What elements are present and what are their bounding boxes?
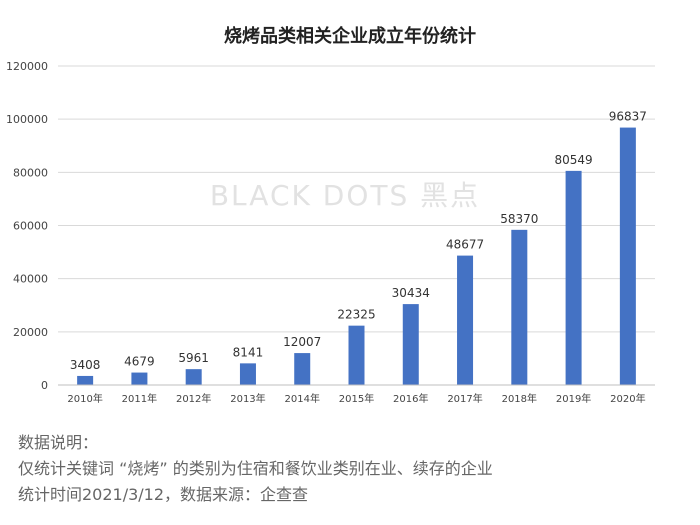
bar xyxy=(565,170,582,385)
data-label: 3408 xyxy=(70,358,101,372)
bar xyxy=(239,363,256,385)
x-tick-label: 2018年 xyxy=(502,392,537,405)
y-tick-label: 0 xyxy=(41,379,48,392)
data-label: 4679 xyxy=(124,355,155,369)
data-label: 96837 xyxy=(609,110,647,124)
data-notes: 数据说明： 仅统计关键词 “烧烤” 的类别为住宿和餐饮业类别在业、续存的企业 统… xyxy=(18,430,493,508)
note-heading: 数据说明： xyxy=(18,433,99,452)
bar xyxy=(457,255,474,385)
y-tick-label: 60000 xyxy=(13,220,48,233)
note-source: 统计时间2021/3/12，数据来源：企查查 xyxy=(18,485,309,504)
note-scope: 仅统计关键词 “烧烤” 的类别为住宿和餐饮业类别在业、续存的企业 xyxy=(18,459,493,478)
data-label: 80549 xyxy=(554,153,592,167)
x-tick-label: 2019年 xyxy=(556,392,591,405)
data-label: 12007 xyxy=(283,335,321,349)
data-label: 48677 xyxy=(446,238,484,252)
chart-title: 烧烤品类相关企业成立年份统计 xyxy=(224,26,476,47)
data-label: 5961 xyxy=(178,351,209,365)
bar xyxy=(511,229,528,385)
bar xyxy=(619,127,636,385)
y-tick-label: 100000 xyxy=(6,113,48,126)
y-tick-label: 40000 xyxy=(13,273,48,286)
watermark: BLACK DOTS 黑点 xyxy=(210,179,480,212)
y-axis-tick-labels: 0 20000 40000 60000 80000 100000 120000 xyxy=(6,60,48,392)
x-tick-label: 2015年 xyxy=(339,392,374,405)
y-tick-label: 80000 xyxy=(13,166,48,179)
data-label: 22325 xyxy=(337,308,375,322)
y-tick-label: 20000 xyxy=(13,326,48,339)
x-tick-label: 2010年 xyxy=(67,392,102,405)
data-label: 58370 xyxy=(500,212,538,226)
bar xyxy=(294,353,311,385)
x-tick-label: 2016年 xyxy=(393,392,428,405)
y-tick-label: 120000 xyxy=(6,60,48,73)
x-tick-label: 2011年 xyxy=(122,392,157,405)
data-label: 8141 xyxy=(233,345,264,359)
x-axis-tick-labels: 2010年 2011年 2012年 2013年 2014年 2015年 2016年 2017年… xyxy=(67,392,645,405)
x-tick-label: 2013年 xyxy=(230,392,265,405)
bar xyxy=(77,375,94,385)
x-tick-label: 2017年 xyxy=(447,392,482,405)
bar xyxy=(185,369,202,385)
bars xyxy=(77,127,636,385)
x-tick-label: 2012年 xyxy=(176,392,211,405)
x-tick-label: 2014年 xyxy=(285,392,320,405)
bar xyxy=(131,372,148,385)
bar xyxy=(402,304,419,385)
x-tick-label: 2020年 xyxy=(610,392,645,405)
data-labels: 3408 4679 5961 8141 12007 22325 30434 48677 5837… xyxy=(70,110,647,372)
data-label: 30434 xyxy=(392,286,430,300)
bar xyxy=(348,325,365,385)
